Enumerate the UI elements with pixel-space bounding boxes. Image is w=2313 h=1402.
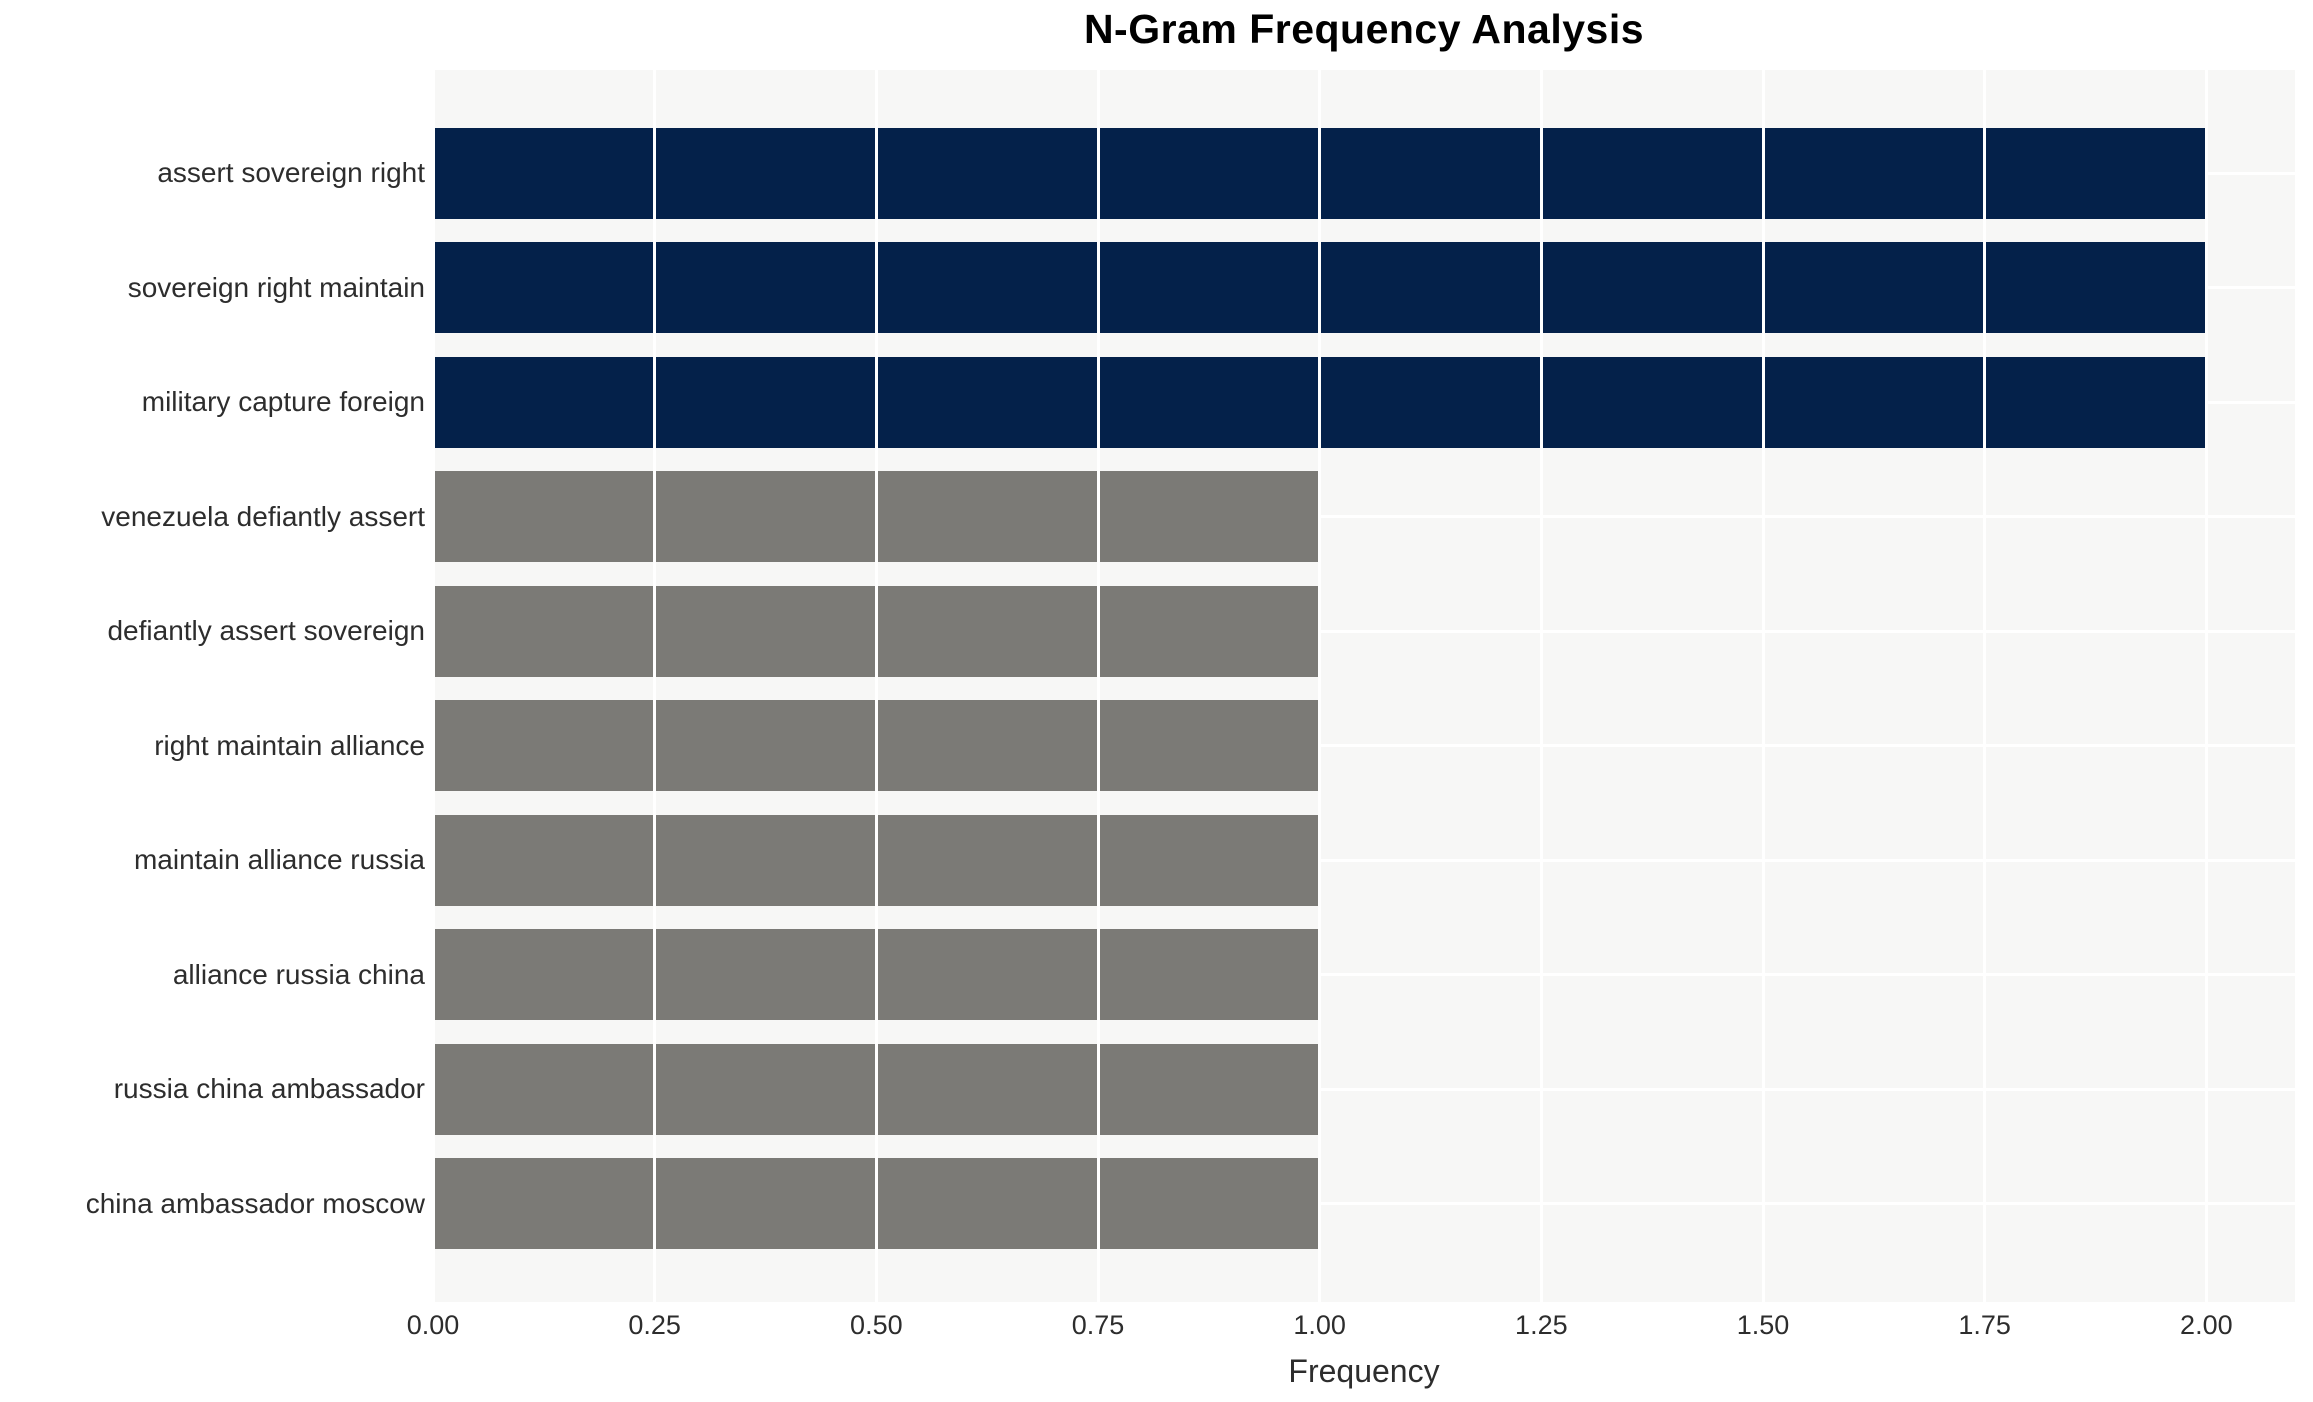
bar-row (433, 116, 2295, 231)
y-axis-label: right maintain alliance (154, 729, 425, 761)
plot-area (431, 70, 2295, 1302)
y-axis-label: defiantly assert sovereign (107, 615, 425, 647)
x-axis-tick-label: 0.50 (850, 1310, 903, 1340)
bar-row (433, 574, 2295, 689)
bar-row (433, 231, 2295, 346)
gridline-vertical (431, 70, 435, 1302)
gridline-vertical (1539, 70, 1543, 1302)
bar-rows (433, 116, 2295, 1261)
x-axis-tick-label: 0.00 (406, 1310, 460, 1340)
x-axis-tick-label: 0.75 (1071, 1310, 1125, 1340)
bar-row (433, 460, 2295, 575)
x-axis-tick-label: 0.25 (628, 1310, 681, 1340)
y-axis-label: russia china ambassador (113, 1073, 425, 1105)
bar-row (433, 689, 2295, 804)
gridline-horizontal (433, 973, 2295, 977)
gridline-vertical (2204, 70, 2208, 1302)
gridline-horizontal (433, 1202, 2295, 1206)
gridline-vertical (1096, 70, 1100, 1302)
bar-row (433, 918, 2295, 1033)
gridline-vertical (1761, 70, 1765, 1302)
x-axis-tick-label: 1.75 (1958, 1310, 2011, 1340)
y-axis-label: military capture foreign (141, 386, 425, 418)
y-axis-label: china ambassador moscow (85, 1187, 425, 1219)
bar-row (433, 345, 2295, 460)
x-axis-tick-label: 2.00 (2180, 1310, 2233, 1340)
gridline-vertical (653, 70, 657, 1302)
x-axis: 0.00 0.25 0.50 0.75 1.00 1.25 1.50 1.75 2.00 (407, 1302, 2295, 1346)
gridline-horizontal (433, 1087, 2295, 1091)
y-axis-label: venezuela defiantly assert (101, 500, 425, 532)
gridline-horizontal (433, 629, 2295, 633)
gridline-vertical (1983, 70, 1987, 1302)
y-axis-label: maintain alliance russia (133, 844, 425, 876)
bar-row (433, 1032, 2295, 1147)
gridline-vertical (1318, 70, 1322, 1302)
x-axis-label: Frequency (1288, 1353, 1440, 1389)
gridline-horizontal (433, 858, 2295, 862)
y-axis-label: assert sovereign right (157, 157, 425, 189)
gridline-vertical (874, 70, 878, 1302)
bar-row (433, 1147, 2295, 1262)
y-axis: assert sovereign right sovereign right ma… (0, 116, 425, 1261)
x-axis-tick-label: 1.25 (1515, 1310, 1568, 1340)
gridline-horizontal (433, 744, 2295, 748)
chart-title: N-Gram Frequency Analysis (1083, 6, 1645, 52)
y-axis-label: alliance russia china (172, 958, 425, 990)
bar-row (433, 803, 2295, 918)
x-axis-tick-label: 1.00 (1293, 1310, 1346, 1340)
x-axis-tick-label: 1.50 (1736, 1310, 1790, 1340)
y-axis-label: sovereign right maintain (127, 271, 425, 303)
gridline-horizontal (433, 515, 2295, 519)
